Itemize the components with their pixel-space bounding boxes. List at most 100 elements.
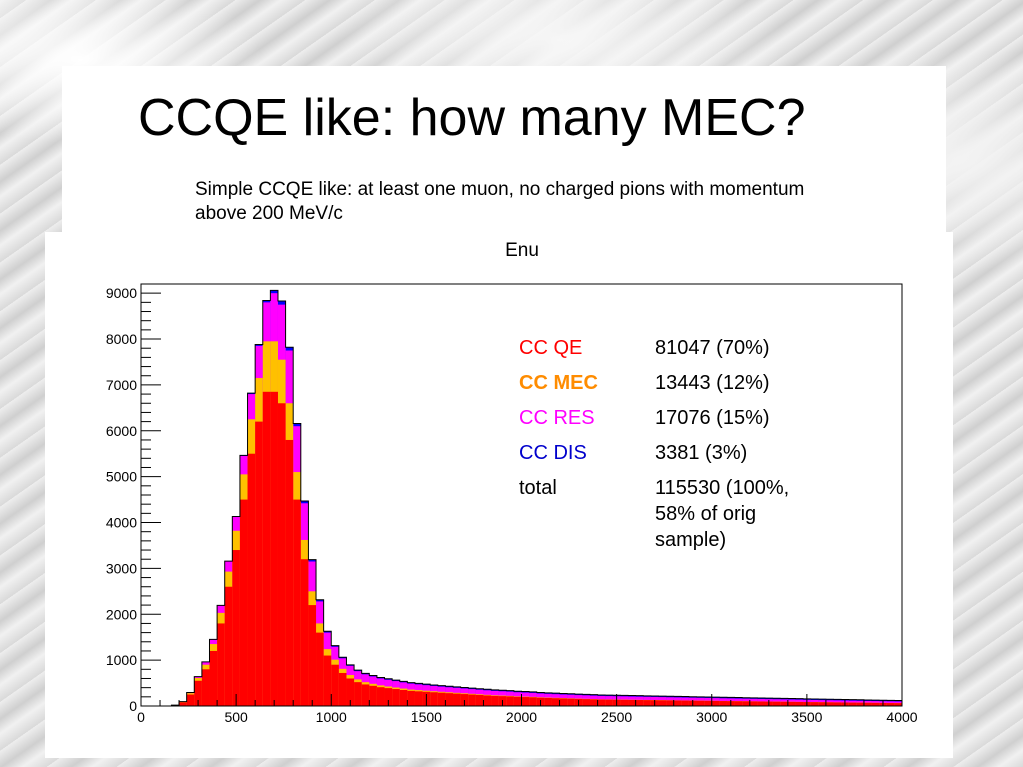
bar-cc-qe — [361, 684, 370, 706]
x-tick-label: 1000 — [316, 709, 347, 725]
total-outline — [141, 289, 902, 707]
legend-label-total: total — [519, 477, 557, 499]
bar-cc-qe — [194, 680, 202, 706]
chart-legend: CC QE 81047 (70%) CC MEC 13443 (12%) CC RES 1… — [519, 337, 789, 551]
bar-cc-qe — [277, 403, 286, 706]
bar-cc-qe — [742, 701, 750, 706]
x-tick-label: 4000 — [886, 709, 917, 725]
bar-cc-qe — [597, 699, 606, 706]
bar-cc-qe — [567, 698, 575, 706]
bar-cc-qe — [262, 391, 271, 706]
x-tick-label: 0 — [137, 709, 145, 725]
bar-cc-qe — [179, 702, 187, 706]
bar-cc-qe — [780, 701, 788, 706]
x-tick-label: 2000 — [506, 709, 537, 725]
bar-cc-qe — [407, 690, 415, 706]
bar-cc-qe — [468, 694, 476, 706]
bar-cc-qe — [605, 699, 613, 706]
legend-label-cc-res: CC RES — [519, 407, 595, 429]
bar-cc-qe — [414, 691, 423, 706]
bar-cc-qe — [285, 439, 294, 706]
bar-cc-qe — [795, 701, 804, 706]
bar-cc-qe — [643, 700, 651, 706]
chart-axes: 0 500 1000 1500 2000 2500 3000 3500 4000 0 1000 200… — [106, 285, 918, 725]
bar-cc-qe — [300, 559, 309, 706]
y-tick-label: 8000 — [106, 331, 137, 347]
bar-cc-qe — [209, 650, 218, 706]
bar-cc-qe — [346, 678, 355, 706]
bar-cc-qe — [863, 702, 872, 706]
legend-value-cc-mec: 13443 (12%) — [655, 372, 770, 394]
bar-cc-qe — [833, 702, 842, 706]
bar-cc-qe — [551, 698, 560, 706]
x-tick-label: 3000 — [696, 709, 727, 725]
bar-cc-qe — [293, 499, 301, 706]
bar-cc-qe — [331, 664, 339, 706]
bar-cc-qe — [247, 453, 256, 706]
legend-label-cc-qe: CC QE — [519, 337, 582, 359]
y-tick-label: 1000 — [106, 652, 137, 668]
bar-cc-qe — [825, 702, 834, 706]
bar-cc-qe — [856, 702, 864, 706]
bar-cc-qe — [316, 632, 324, 706]
bar-cc-qe — [323, 655, 332, 706]
bar-cc-qe — [734, 701, 743, 706]
bar-cc-qe — [483, 695, 492, 706]
bar-cc-qe — [491, 695, 499, 706]
bar-cc-qe — [810, 702, 819, 706]
y-tick-label: 0 — [129, 698, 137, 714]
chart-title: Enu — [505, 240, 539, 261]
slide-title: CCQE like: how many MEC? — [138, 89, 806, 147]
legend-label-cc-mec: CC MEC — [519, 372, 598, 394]
bar-cc-qe — [201, 669, 210, 706]
bar-cc-qe — [384, 688, 393, 706]
bar-cc-qe — [529, 697, 537, 706]
bar-cc-qe — [749, 701, 758, 706]
slide-subtitle: Simple CCQE like: at least one muon, no … — [195, 179, 805, 224]
legend-value-total: sample) — [655, 529, 726, 551]
y-tick-label: 2000 — [106, 606, 137, 622]
bar-cc-qe — [719, 701, 727, 706]
y-tick-label: 3000 — [106, 560, 137, 576]
bar-cc-qe — [239, 499, 248, 706]
y-tick-label: 4000 — [106, 515, 137, 531]
bar-cc-qe — [270, 391, 278, 706]
bar-cc-qe — [757, 701, 766, 706]
bar-cc-qe — [232, 550, 240, 706]
bar-cc-qe — [673, 700, 682, 706]
x-tick-label: 500 — [224, 709, 248, 725]
bar-cc-qe — [620, 699, 629, 706]
bar-cc-qe — [521, 697, 530, 706]
bar-cc-qe — [354, 682, 362, 706]
enu-histogram: Enu 0 500 1000 1500 2000 2500 3000 3500 4000 0 100… — [106, 240, 918, 725]
bar-cc-qe — [399, 689, 408, 706]
bar-cc-qe — [871, 702, 880, 706]
bar-cc-qe — [635, 700, 644, 706]
y-tick-label: 6000 — [106, 423, 137, 439]
bar-cc-qe — [217, 623, 225, 706]
bar-cc-qe — [772, 701, 781, 706]
bar-cc-qe — [513, 696, 522, 706]
bar-cc-qe — [787, 701, 796, 706]
y-tick-label: 7000 — [106, 377, 137, 393]
bar-cc-qe — [696, 700, 705, 706]
bar-cc-qe — [308, 605, 317, 706]
bar-cc-qe — [886, 703, 895, 706]
y-tick-label: 9000 — [106, 285, 137, 301]
legend-value-total: 115530 (100%, — [655, 477, 789, 499]
bar-cc-qe — [711, 700, 720, 706]
bar-cc-qe — [544, 697, 552, 706]
legend-value-cc-dis: 3381 (3%) — [655, 442, 747, 464]
bar-cc-qe — [658, 700, 667, 706]
legend-value-total: 58% of orig — [655, 503, 756, 525]
bar-cc-qe — [589, 699, 598, 706]
y-tick-label: 5000 — [106, 469, 137, 485]
bar-cc-qe — [894, 703, 902, 706]
bar-cc-qe — [582, 699, 590, 706]
bar-cc-qe — [681, 700, 689, 706]
legend-value-cc-res: 17076 (15%) — [655, 407, 770, 429]
legend-label-cc-dis: CC DIS — [519, 442, 587, 464]
bar-cc-qe — [338, 672, 347, 706]
x-tick-label: 3500 — [791, 709, 822, 725]
bar-cc-qe — [666, 700, 674, 706]
